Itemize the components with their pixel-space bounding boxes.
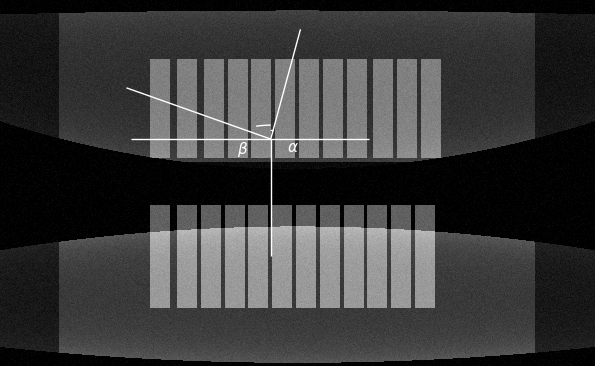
Text: $\alpha$: $\alpha$ (287, 141, 299, 155)
Text: $\beta$: $\beta$ (237, 140, 248, 159)
